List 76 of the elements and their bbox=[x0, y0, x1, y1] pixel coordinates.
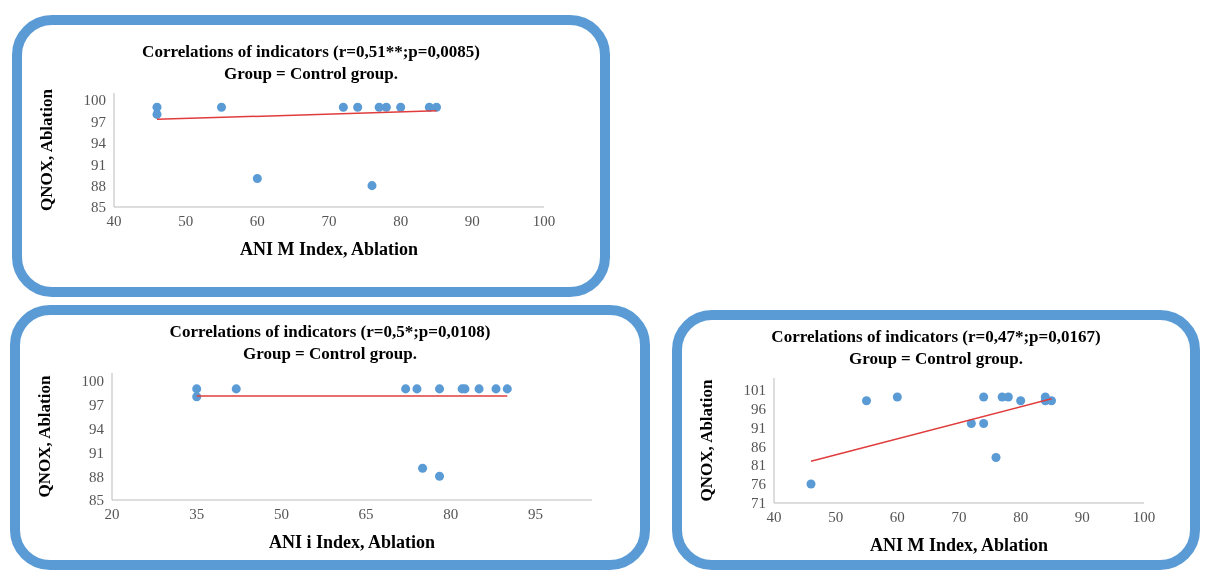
y-tick-label: 91 bbox=[91, 156, 106, 173]
point bbox=[192, 384, 202, 394]
x-axis-title: ANI M Index, Ablation bbox=[239, 239, 419, 259]
point bbox=[892, 392, 902, 402]
x-tick-label: 100 bbox=[532, 212, 556, 229]
point bbox=[367, 181, 377, 191]
point bbox=[979, 392, 989, 402]
x-tick-label: 65 bbox=[358, 505, 374, 522]
point bbox=[252, 173, 262, 184]
point bbox=[474, 384, 484, 394]
x-tick-label: 35 bbox=[189, 505, 205, 522]
x-tick-label: 40 bbox=[106, 212, 122, 229]
chart-title: Correlations of indicators (r=0,5*;p=0,0108) bbox=[168, 321, 492, 343]
y-tick-label: 94 bbox=[91, 135, 107, 152]
y-tick-label: 76 bbox=[751, 476, 767, 493]
point bbox=[435, 384, 445, 394]
y-axis-title: QNOX, Ablation bbox=[35, 375, 55, 498]
x-tick-label: 40 bbox=[766, 508, 782, 525]
chart-subtitle: Group = Control group. bbox=[847, 348, 1025, 370]
point bbox=[991, 453, 1001, 463]
y-axis-title: QNOX, Ablation bbox=[697, 379, 717, 502]
x-tick-label: 95 bbox=[528, 505, 544, 522]
y-tick-label: 94 bbox=[89, 420, 105, 437]
point bbox=[418, 463, 428, 473]
x-tick-label: 80 bbox=[1013, 508, 1029, 525]
y-tick-label: 85 bbox=[89, 492, 104, 509]
y-tick-label: 81 bbox=[751, 457, 766, 474]
point bbox=[861, 396, 872, 406]
y-tick-label: 85 bbox=[91, 199, 106, 216]
x-tick-label: 50 bbox=[828, 508, 844, 525]
y-tick-label: 101 bbox=[743, 381, 766, 398]
y-tick-label: 97 bbox=[91, 113, 107, 130]
x-tick-label: 20 bbox=[104, 505, 120, 522]
point bbox=[381, 102, 391, 112]
point bbox=[435, 471, 445, 481]
x-tick-label: 50 bbox=[178, 212, 194, 229]
chart-subtitle: Group = Control group. bbox=[241, 343, 419, 365]
y-tick-label: 100 bbox=[83, 92, 106, 109]
x-tick-label: 70 bbox=[951, 508, 967, 525]
x-tick-label: 60 bbox=[889, 508, 905, 525]
point bbox=[338, 102, 348, 112]
y-axis-title: QNOX, Ablation bbox=[37, 88, 57, 211]
point bbox=[231, 384, 241, 394]
chart-title: Correlations of indicators (r=0,47*;p=0,0167) bbox=[770, 326, 1102, 348]
point bbox=[412, 384, 422, 394]
point bbox=[491, 384, 501, 394]
x-tick-label: 90 bbox=[1074, 508, 1090, 525]
chart-subtitle: Group = Control group. bbox=[222, 63, 400, 85]
x-tick-label: 100 bbox=[1132, 508, 1156, 525]
chart-title: Correlations of indicators (r=0,51**;p=0,0085) bbox=[141, 41, 481, 63]
x-tick-label: 70 bbox=[321, 212, 337, 229]
point bbox=[216, 102, 227, 112]
y-tick-label: 88 bbox=[89, 468, 104, 485]
y-tick-label: 88 bbox=[91, 177, 106, 194]
point bbox=[502, 384, 512, 394]
point bbox=[979, 418, 989, 428]
point bbox=[353, 102, 363, 112]
point bbox=[396, 102, 406, 112]
x-tick-label: 50 bbox=[273, 505, 289, 522]
y-tick-label: 91 bbox=[89, 444, 104, 461]
x-tick-label: 90 bbox=[464, 212, 480, 229]
x-axis-title: ANI M Index, Ablation bbox=[869, 535, 1049, 555]
y-tick-label: 97 bbox=[89, 397, 105, 414]
y-tick-label: 96 bbox=[751, 400, 767, 417]
x-tick-label: 80 bbox=[443, 505, 459, 522]
y-tick-label: 91 bbox=[751, 419, 766, 436]
point bbox=[966, 418, 976, 428]
x-tick-label: 60 bbox=[249, 212, 265, 229]
y-tick-label: 100 bbox=[81, 373, 104, 390]
y-tick-label: 86 bbox=[751, 438, 767, 455]
point bbox=[806, 479, 816, 489]
point bbox=[1016, 396, 1026, 406]
x-tick-label: 80 bbox=[393, 212, 409, 229]
y-tick-label: 71 bbox=[751, 495, 766, 512]
point bbox=[401, 384, 411, 394]
x-axis-title: ANI i Index, Ablation bbox=[268, 532, 436, 552]
